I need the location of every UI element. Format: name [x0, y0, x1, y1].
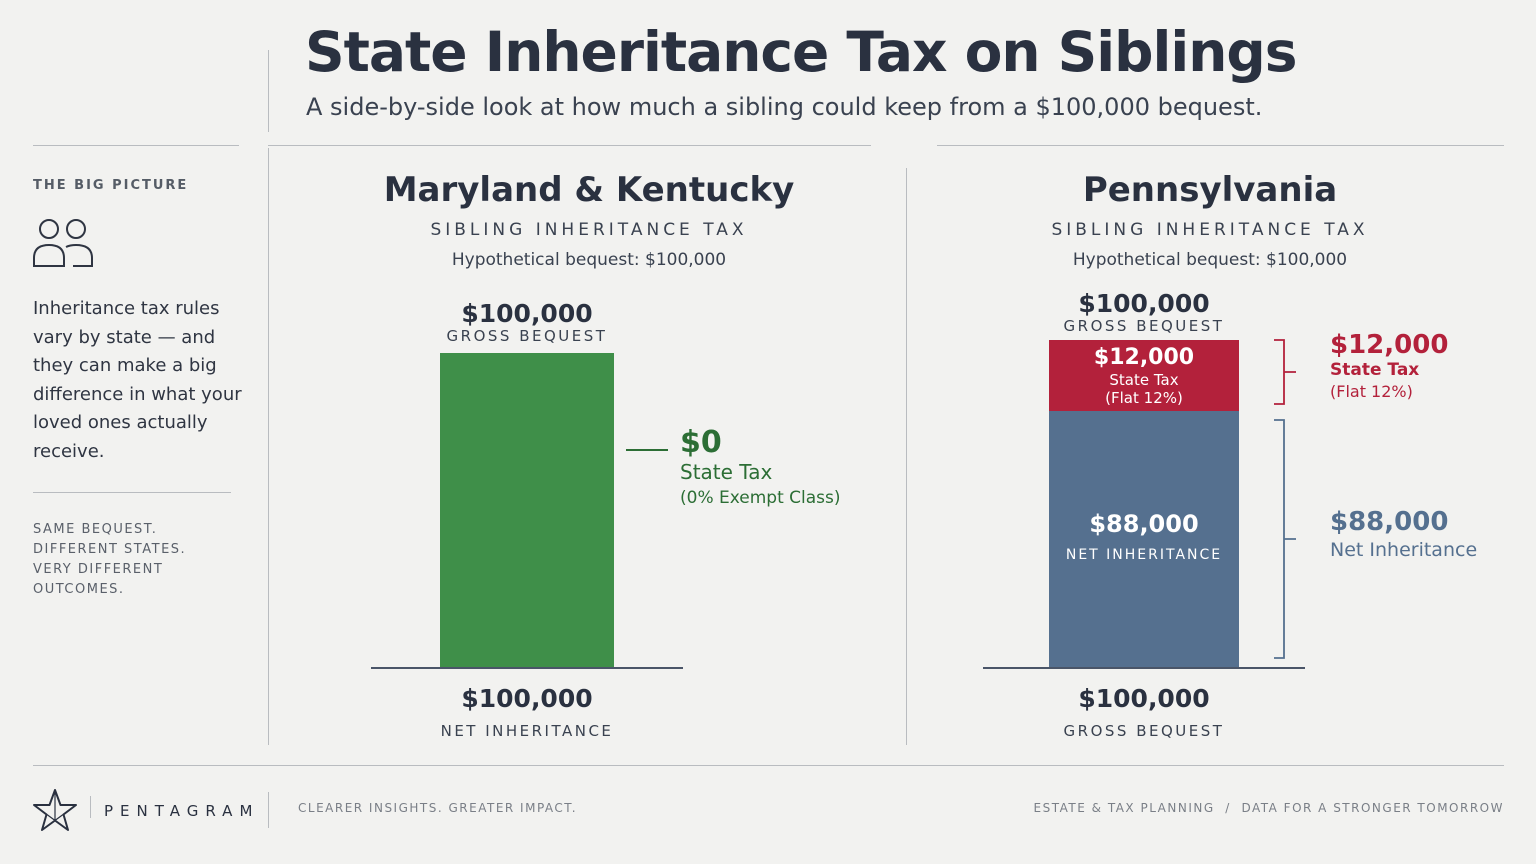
- sidebar-tagline: SAME BEQUEST. DIFFERENT STATES. VERY DIF…: [33, 520, 243, 600]
- net-inheritance-value: $100,000: [461, 684, 593, 713]
- zero-tax-leader-line: [626, 449, 668, 451]
- people-icon: [33, 218, 95, 272]
- brand-name: PENTAGRAM: [104, 802, 260, 820]
- gross-bequest-bottom-value: $100,000: [1078, 684, 1210, 713]
- sidebar-tagline-line: VERY DIFFERENT: [33, 562, 164, 577]
- sidebar-body: Inheritance tax rules vary by state — an…: [33, 298, 242, 462]
- state-tax-segment-value: $12,000: [1093, 345, 1195, 370]
- footer-tagline-divider: [268, 792, 269, 828]
- panel-title-maryland-kentucky: Maryland & Kentucky: [383, 170, 795, 210]
- footer-brand-divider: [90, 796, 91, 818]
- gross-bequest-caption: GROSS BEQUEST: [446, 327, 608, 345]
- header-rule-mid: [268, 145, 871, 146]
- zero-tax-detail: (0% Exempt Class): [680, 488, 841, 508]
- zero-tax-name: State Tax: [680, 460, 773, 484]
- state-tax-segment: [1049, 340, 1239, 411]
- page-subtitle: A side-by-side look at how much a siblin…: [306, 93, 1263, 121]
- chart-baseline: [371, 667, 683, 669]
- gross-bequest-bottom-caption: GROSS BEQUEST: [1063, 722, 1225, 740]
- net-inheritance-segment: [1049, 411, 1239, 668]
- state-tax-segment-name: State Tax: [1109, 371, 1179, 389]
- header-divider: [268, 50, 269, 132]
- state-tax-bracket: [1274, 339, 1296, 405]
- panel-note: Hypothetical bequest: $100,000: [451, 250, 727, 270]
- net-callout-value: $88,000: [1330, 507, 1449, 537]
- net-segment-caption: NET INHERITANCE: [1065, 547, 1223, 563]
- panel-divider: [906, 168, 907, 745]
- net-inheritance-caption: NET INHERITANCE: [440, 722, 614, 740]
- gross-bequest-caption: GROSS BEQUEST: [1063, 317, 1225, 335]
- state-tax-callout-value: $12,000: [1330, 330, 1449, 360]
- sidebar-tagline-line: OUTCOMES.: [33, 582, 125, 597]
- panel-subtitle: SIBLING INHERITANCE TAX: [430, 220, 748, 240]
- panel-note: Hypothetical bequest: $100,000: [1072, 250, 1348, 270]
- net-inheritance-bar: [440, 353, 614, 668]
- sidebar-tagline-line: SAME BEQUEST.: [33, 522, 158, 537]
- state-tax-callout-detail: (Flat 12%): [1330, 382, 1413, 401]
- state-tax-callout-name: State Tax: [1330, 360, 1420, 380]
- sidebar-heading: THE BIG PICTURE: [33, 178, 189, 193]
- net-segment-value: $88,000: [1089, 510, 1199, 538]
- sidebar-divider: [33, 492, 231, 493]
- header-rule-left: [33, 145, 239, 146]
- page-title: State Inheritance Tax on Siblings: [305, 20, 1297, 84]
- footer-tagline: CLEARER INSIGHTS. GREATER IMPACT.: [298, 801, 578, 815]
- panel-subtitle: SIBLING INHERITANCE TAX: [1051, 220, 1369, 240]
- footer-right-text: ESTATE & TAX PLANNING / DATA FOR A STRON…: [1033, 801, 1504, 815]
- sidebar-tagline-line: DIFFERENT STATES.: [33, 542, 187, 557]
- net-callout-name: Net Inheritance: [1330, 539, 1478, 561]
- gross-bequest-value: $100,000: [461, 299, 593, 328]
- state-tax-segment-detail: (Flat 12%): [1105, 389, 1183, 407]
- sidebar-column-divider: [268, 148, 269, 745]
- panel-title-pennsylvania: Pennsylvania: [1082, 170, 1338, 210]
- zero-tax-value: $0: [680, 425, 722, 460]
- footer-rule: [33, 765, 1504, 766]
- gross-bequest-value: $100,000: [1078, 289, 1210, 318]
- chart-baseline: [983, 667, 1305, 669]
- net-inheritance-bracket: [1274, 419, 1296, 659]
- star-icon: [33, 789, 77, 831]
- header-rule-right: [937, 145, 1504, 146]
